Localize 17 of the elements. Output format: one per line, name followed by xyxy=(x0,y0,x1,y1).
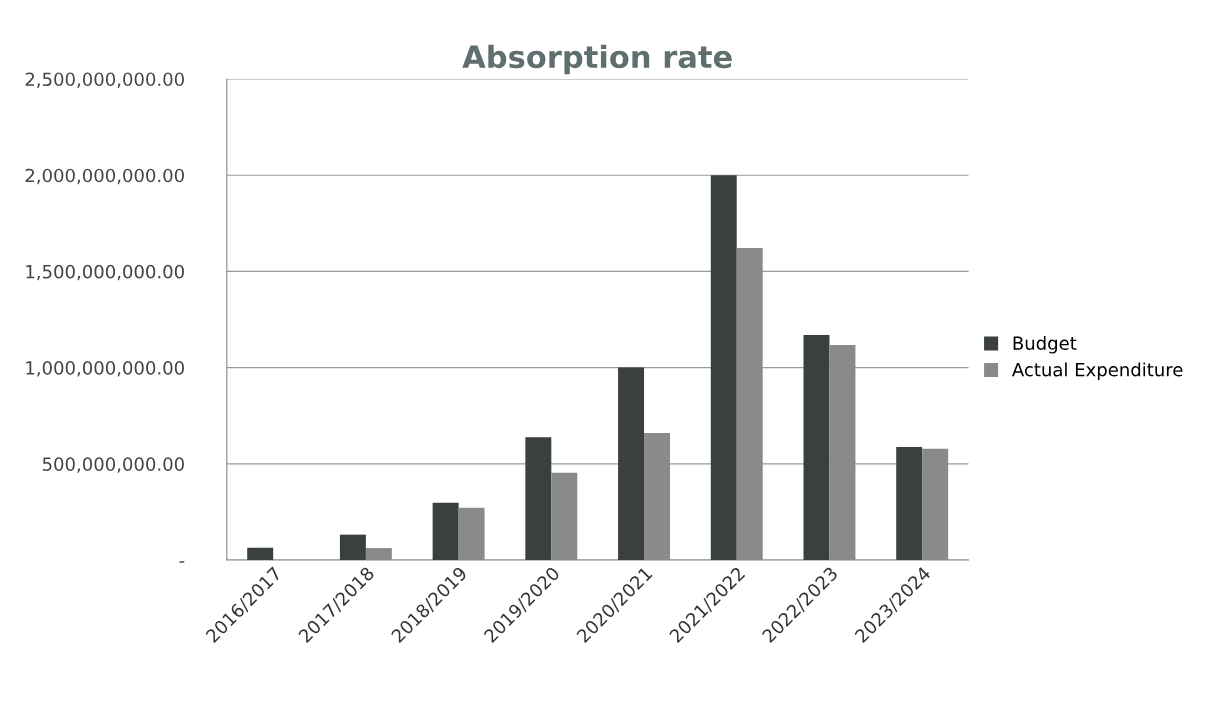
legend-label: Actual Expenditure xyxy=(1012,362,1183,380)
bar xyxy=(896,446,923,561)
y-tick-label: - xyxy=(179,561,185,563)
y-tick-label: 2,500,000,000.00 xyxy=(25,72,184,88)
bar xyxy=(432,502,459,561)
bar xyxy=(803,335,830,561)
bar xyxy=(710,175,737,561)
bar xyxy=(339,534,366,561)
bar xyxy=(618,367,645,561)
chart-title: Absorption rate xyxy=(462,44,732,75)
bar xyxy=(525,437,552,561)
legend-label: Budget xyxy=(1013,336,1077,354)
bar xyxy=(247,547,274,561)
y-tick-label: 500,000,000.00 xyxy=(42,457,184,473)
y-tick-label: 1,000,000,000.00 xyxy=(26,361,184,377)
y-tick-label: 2,000,000,000.00 xyxy=(25,168,184,185)
y-tick-label: 1,500,000,000.00 xyxy=(26,264,184,281)
